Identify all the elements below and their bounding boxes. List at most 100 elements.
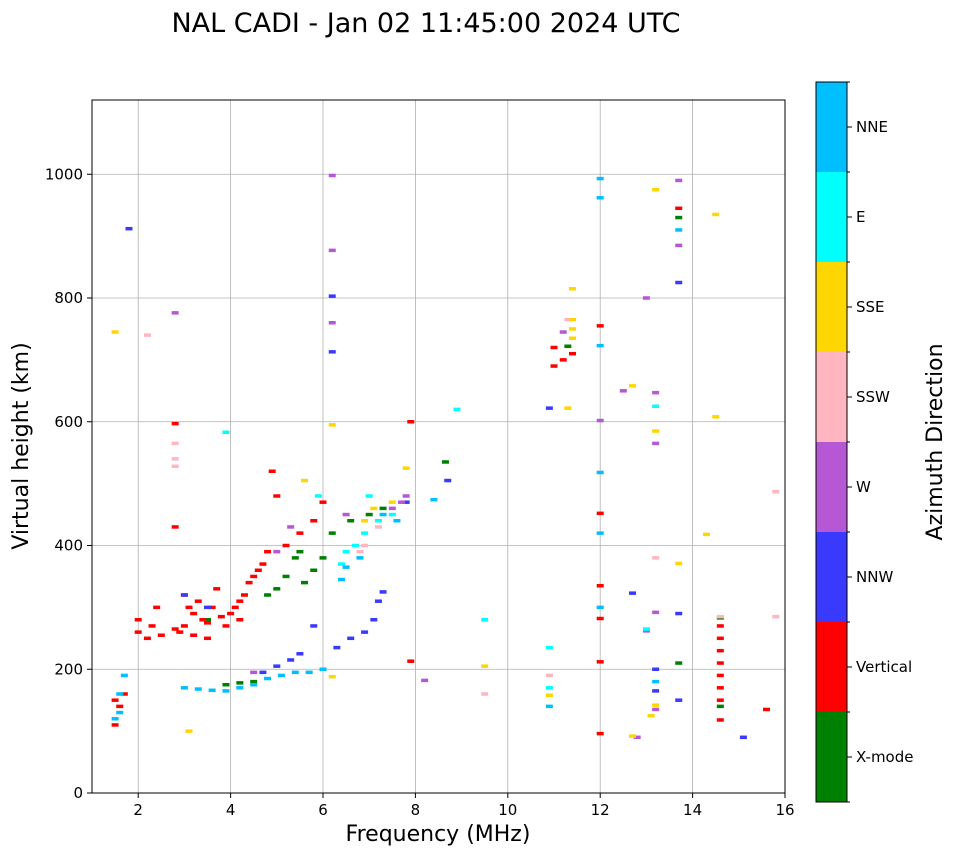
data-point xyxy=(143,333,151,337)
x-tick-label: 4 xyxy=(226,801,236,819)
data-point xyxy=(268,469,276,473)
data-point xyxy=(351,543,359,548)
data-point xyxy=(250,670,258,675)
data-point xyxy=(365,494,373,498)
y-axis-ticks: 0 200 400 600 800 1000 xyxy=(45,165,92,802)
colorbar-segment xyxy=(816,532,847,622)
data-point xyxy=(642,296,650,300)
data-point xyxy=(217,614,225,619)
x-tick-label: 14 xyxy=(683,801,702,819)
x-tick-label: 10 xyxy=(498,801,517,819)
y-tick-label: 1000 xyxy=(45,165,83,183)
data-point xyxy=(310,568,318,572)
data-point xyxy=(180,624,188,628)
data-point xyxy=(402,494,410,498)
data-point xyxy=(328,674,336,679)
data-point xyxy=(596,511,604,516)
colorbar-segment xyxy=(816,172,847,262)
data-point xyxy=(116,704,124,709)
data-point xyxy=(716,673,724,678)
data-point xyxy=(259,562,267,566)
data-point xyxy=(596,176,604,181)
data-point xyxy=(441,460,449,464)
data-point xyxy=(402,466,410,470)
data-point xyxy=(596,731,604,736)
data-point xyxy=(716,718,724,722)
data-point xyxy=(675,215,683,220)
data-point xyxy=(647,713,655,718)
data-point xyxy=(716,648,724,653)
data-point xyxy=(652,689,660,693)
data-point xyxy=(194,599,202,603)
data-point xyxy=(236,686,244,690)
data-point xyxy=(342,512,350,517)
data-point xyxy=(652,390,660,395)
data-point xyxy=(596,605,604,610)
data-point xyxy=(374,519,382,523)
data-point xyxy=(545,686,553,690)
data-point xyxy=(171,441,179,446)
data-point xyxy=(421,678,429,683)
data-point xyxy=(559,330,567,334)
data-point xyxy=(116,692,124,696)
data-point xyxy=(264,549,272,554)
data-point xyxy=(250,574,258,579)
data-point xyxy=(227,611,235,616)
data-point xyxy=(204,618,211,622)
data-point xyxy=(568,286,576,291)
series-x-mode xyxy=(204,215,724,709)
data-point xyxy=(190,611,198,616)
data-point xyxy=(430,497,438,502)
data-point xyxy=(374,599,382,603)
data-point xyxy=(398,500,406,504)
data-point xyxy=(337,562,345,566)
data-point xyxy=(180,686,188,690)
data-point xyxy=(379,590,387,594)
data-point xyxy=(259,670,267,675)
data-point xyxy=(652,187,660,192)
data-point xyxy=(328,350,336,354)
data-point xyxy=(763,707,771,712)
data-point xyxy=(157,633,165,637)
data-point xyxy=(596,616,604,621)
data-point xyxy=(282,543,290,548)
plot-frame xyxy=(91,99,786,794)
data-point xyxy=(185,605,193,610)
data-point xyxy=(619,389,627,393)
data-point xyxy=(652,610,660,615)
y-tick-label: 200 xyxy=(54,660,83,678)
data-point xyxy=(388,500,396,504)
data-point xyxy=(716,704,724,709)
series-nnw xyxy=(125,226,747,740)
colorbar-tick-label: NNW xyxy=(856,568,893,586)
data-point xyxy=(545,693,553,697)
data-point xyxy=(180,593,188,597)
data-point xyxy=(629,384,637,388)
data-point xyxy=(153,605,161,610)
data-point xyxy=(120,673,128,678)
data-point xyxy=(652,667,660,671)
data-point xyxy=(319,500,327,504)
data-point xyxy=(273,664,281,668)
data-point xyxy=(702,532,710,537)
data-point xyxy=(675,611,683,616)
colorbar-tick-label: X-mode xyxy=(856,748,913,766)
data-point xyxy=(712,415,720,419)
data-point xyxy=(120,692,128,696)
data-point xyxy=(652,679,660,684)
data-point xyxy=(675,206,683,211)
x-tick-label: 16 xyxy=(775,801,794,819)
data-point xyxy=(231,605,239,610)
data-point xyxy=(407,420,415,424)
data-point xyxy=(250,682,258,687)
data-point xyxy=(596,583,604,588)
y-tick-label: 600 xyxy=(54,413,83,431)
data-point xyxy=(310,519,318,523)
data-point xyxy=(550,345,558,350)
data-point xyxy=(204,636,211,641)
data-point xyxy=(675,243,683,248)
data-point xyxy=(319,667,327,671)
data-point xyxy=(287,525,295,529)
x-tick-label: 6 xyxy=(318,801,328,819)
